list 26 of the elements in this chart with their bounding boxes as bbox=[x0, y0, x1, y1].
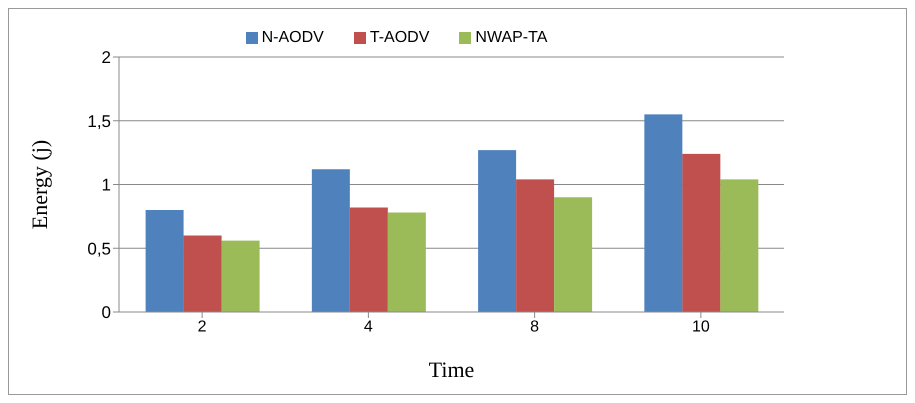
y-tick-label: 1 bbox=[102, 176, 111, 195]
bar bbox=[720, 179, 758, 312]
x-tick-label: 2 bbox=[198, 318, 207, 336]
x-tick-label: 8 bbox=[530, 318, 540, 336]
x-tick-label: 4 bbox=[364, 318, 373, 336]
y-axis-title: Energy (j) bbox=[26, 140, 52, 230]
bar bbox=[184, 236, 222, 312]
y-tick-label: 2 bbox=[102, 48, 111, 68]
legend-label: T-AODV bbox=[370, 29, 430, 46]
x-axis-title: Time bbox=[428, 357, 474, 382]
x-tick-label: 10 bbox=[692, 318, 710, 336]
legend-label: NWAP-TA bbox=[475, 29, 548, 46]
bar bbox=[146, 210, 184, 312]
y-tick-label: 0 bbox=[102, 303, 111, 322]
bar bbox=[554, 197, 592, 312]
bar bbox=[644, 114, 682, 312]
bar bbox=[388, 212, 426, 312]
y-tick-label: 1,5 bbox=[87, 112, 111, 131]
bar bbox=[478, 150, 516, 312]
bar bbox=[222, 240, 260, 312]
bar bbox=[350, 207, 388, 312]
legend-label: N-AODV bbox=[262, 29, 324, 46]
bar bbox=[682, 154, 720, 312]
bar bbox=[312, 169, 350, 312]
bar bbox=[516, 179, 554, 312]
y-tick-label: 0,5 bbox=[87, 239, 111, 258]
